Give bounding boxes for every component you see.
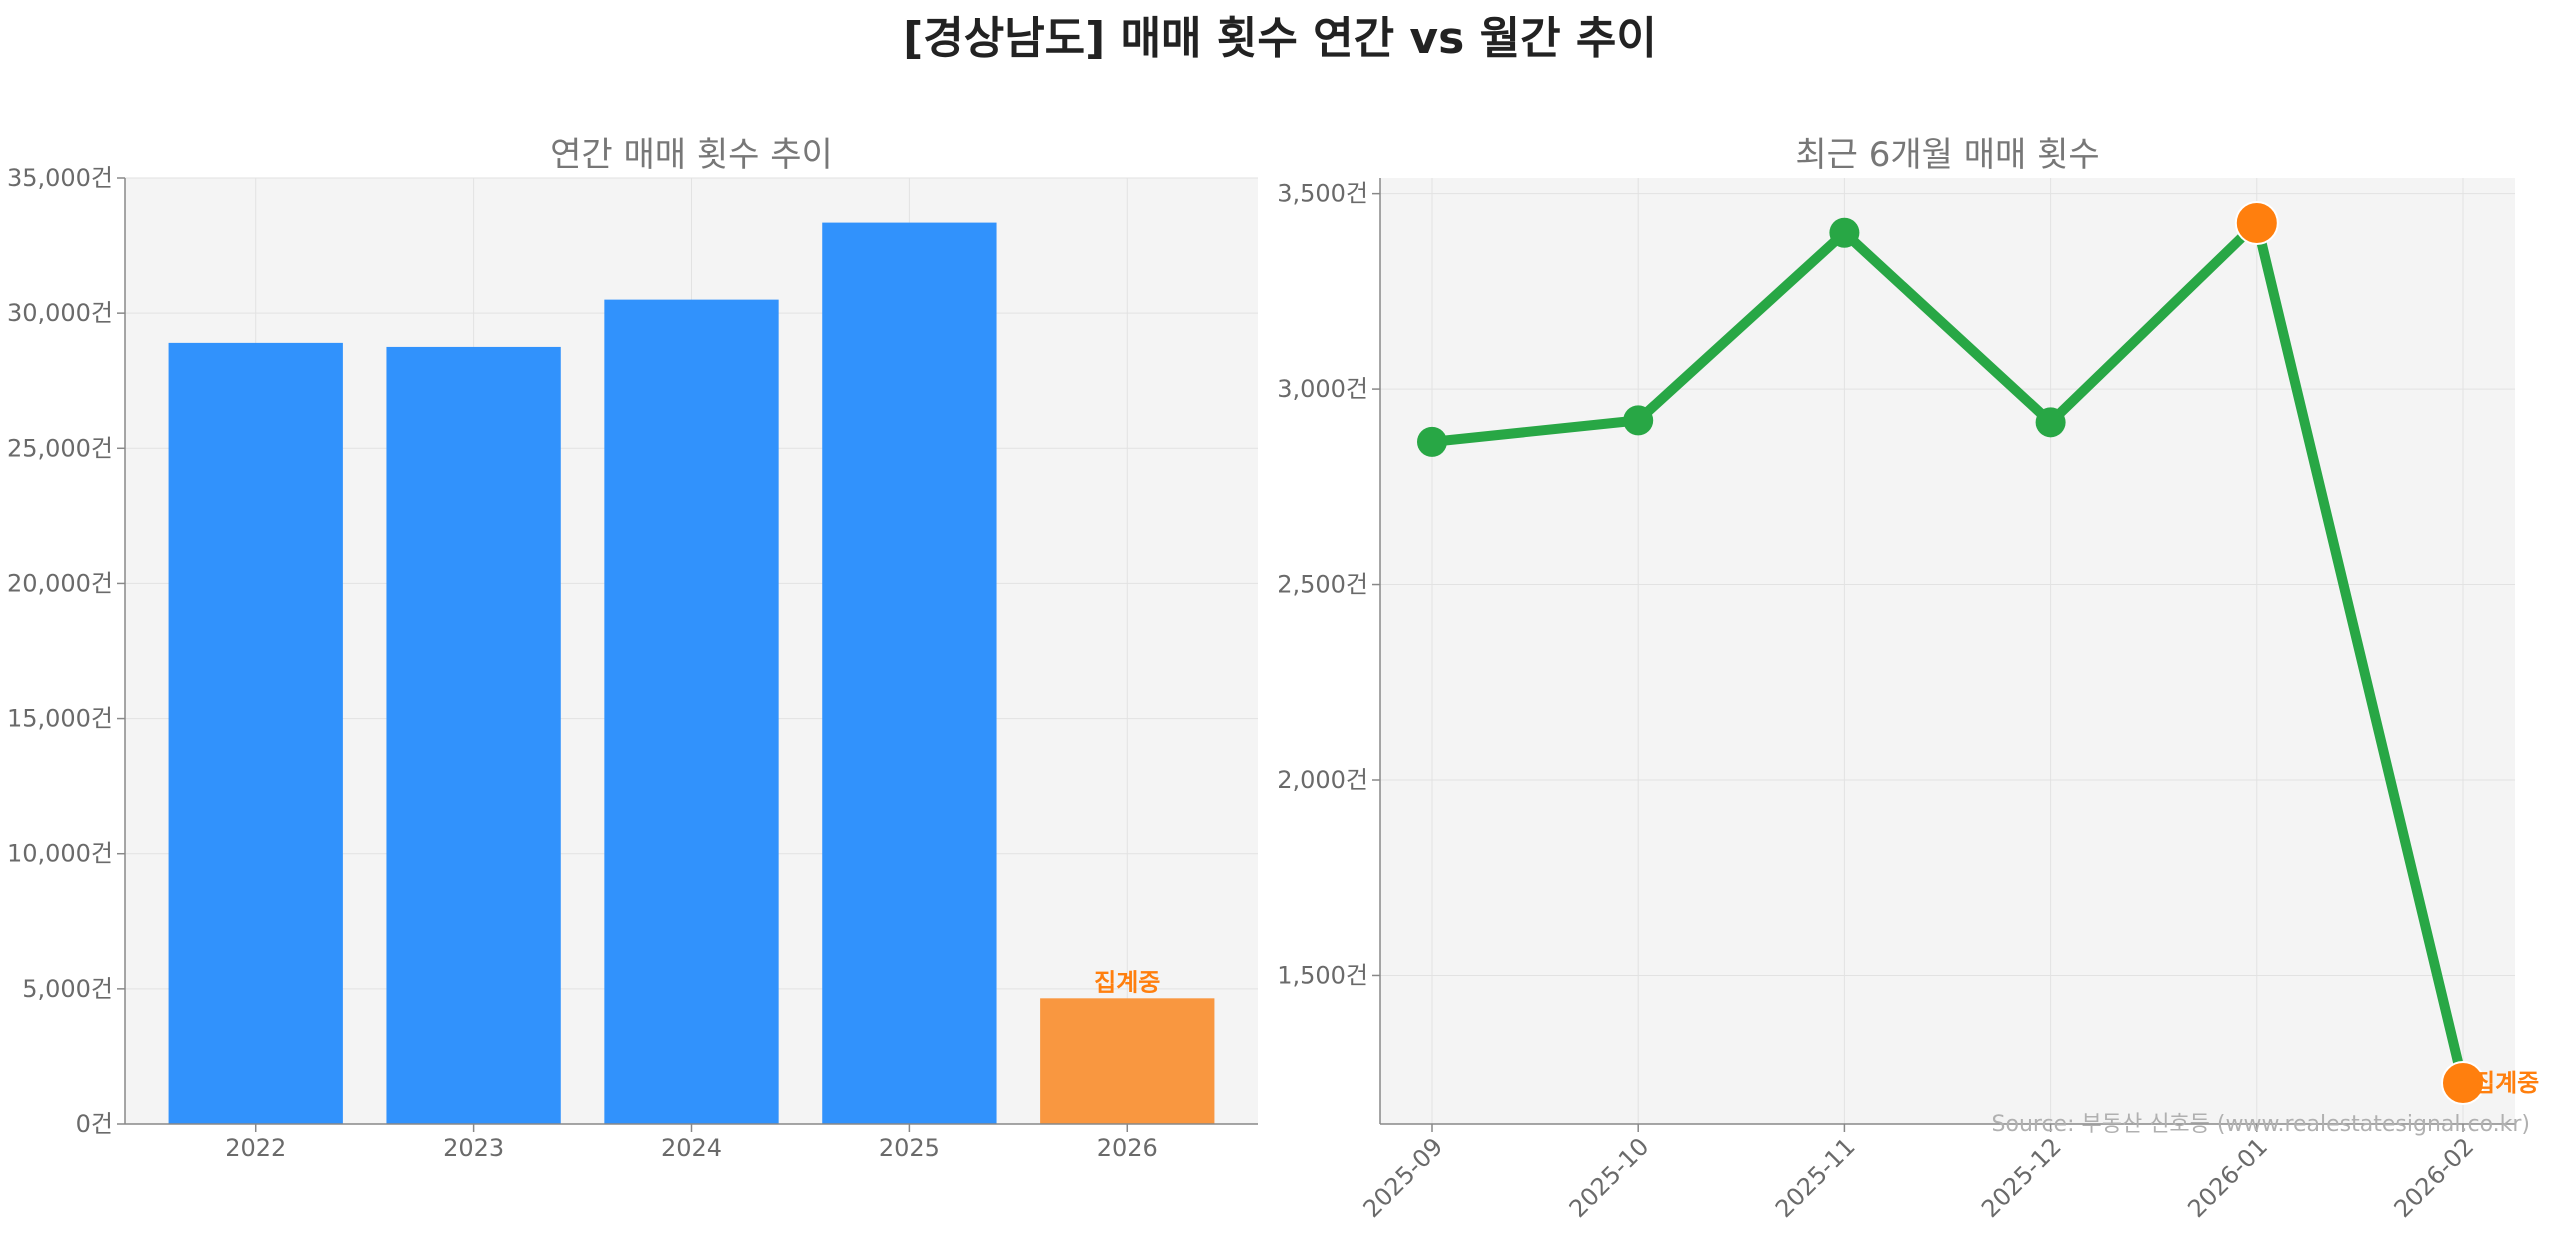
y-tick-label: 5,000건 [22,975,113,1003]
y-tick-label: 10,000건 [7,840,113,868]
bar-2024 [604,299,779,1125]
x-tick-label: 2026 [1097,1134,1158,1162]
figure-title: [경상남도] 매매 횟수 연간 vs 월간 추이 [903,13,1657,64]
y-tick-label: 25,000건 [7,434,113,462]
monthly-chart-title: 최근 6개월 매매 횟수 [1795,135,2099,175]
x-tick-label: 2025-09 [1358,1132,1449,1223]
monthly-line-chart: 집계중 1,500건 2,000건 2,500건 3,000건 3,500건 2025-09… [1277,135,2539,1223]
x-tick-label: 2022 [225,1134,286,1162]
x-tick-label: 2026-01 [2182,1132,2273,1223]
y-tick-label: 35,000건 [7,164,113,192]
y-tick-label: 2,500건 [1277,571,1368,599]
y-tick-label: 20,000건 [7,569,113,597]
data-point-2025-11 [1829,217,1860,248]
y-tick-label: 3,500건 [1277,180,1368,208]
annual-chart-title: 연간 매매 횟수 추이 [550,135,833,175]
y-tick-label: 15,000건 [7,705,113,733]
bar-2023 [386,346,561,1124]
bar-note-label: 집계중 [1094,968,1160,996]
data-point-2026-02 [2441,1060,2485,1105]
bar-2026 [1040,998,1215,1124]
y-tick-label: 2,000건 [1277,766,1368,794]
x-tick-label: 2023 [443,1134,504,1162]
x-tick-label: 2024 [661,1134,722,1162]
y-tick-label: 3,000건 [1277,375,1368,403]
y-tick-label: 1,500건 [1277,961,1368,989]
plot-area [1380,178,2515,1124]
x-tick-label: 2025 [879,1134,940,1162]
line-note-label: 집계중 [2473,1069,2539,1097]
x-tick-label: 2025-11 [1770,1132,1861,1223]
data-point-2026-01 [2234,200,2279,245]
y-tick-label: 0건 [76,1110,113,1138]
data-point-2025-09 [1417,426,1447,457]
series-line [1427,217,2468,1088]
x-tick-label: 2025-10 [1564,1132,1655,1223]
x-tick-label: 2026-02 [2389,1132,2480,1223]
annual-bar-chart: 집계중 0건 5,000건 10,000건 15,000건 20,000건 25,000건 3… [7,135,1258,1162]
x-tick-label: 2025-12 [1976,1132,2067,1223]
source-note: Source: 부동산 신호등 (www.realestatesignal.co… [1991,1112,2530,1137]
data-point-2025-12 [2035,407,2066,438]
bar-2025 [822,222,997,1124]
y-tick-label: 30,000건 [7,299,113,327]
data-point-2025-10 [1623,405,1654,436]
bar-2022 [168,342,343,1125]
